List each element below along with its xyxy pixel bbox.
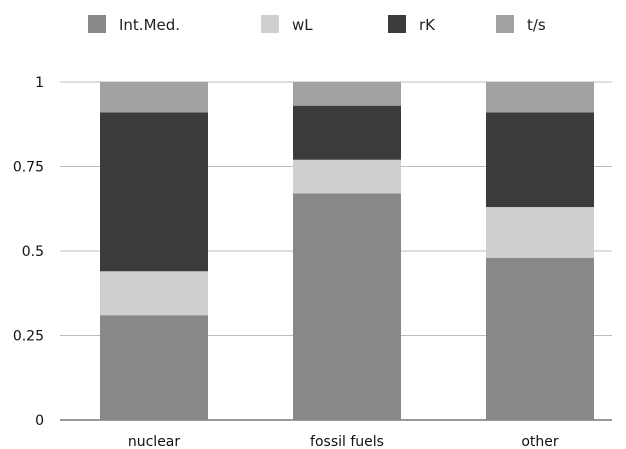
bar-segment-nuclear-wl [100,271,208,316]
legend-label-wl: wL [292,16,313,34]
bar-segment-other-rk [486,112,594,208]
bar-segment-other-int-med [486,257,594,420]
legend: Int.Med. wL rK t/s [88,15,546,34]
bar-segment-nuclear-int-med [100,315,208,420]
bar-segment-fossil-fuels-wl [293,159,401,194]
y-tick-label-0-5: 0.5 [22,244,44,260]
legend-swatch-t-s [496,15,514,33]
y-tick-label-0-25: 0.25 [13,329,44,345]
bar-segment-fossil-fuels-t-s [293,82,401,106]
bar-segment-nuclear-t-s [100,82,208,113]
x-category-label-nuclear: nuclear [128,434,181,449]
bar-segment-other-wl [486,207,594,258]
bar-segment-other-t-s [486,82,594,113]
y-tick-label-0-75: 0.75 [13,160,44,176]
bar-segment-nuclear-rk [100,112,208,272]
legend-label-t-s: t/s [527,16,546,34]
legend-label-rk: rK [419,16,436,34]
x-category-label-fossil-fuels: fossil fuels [310,434,384,449]
y-tick-label-0: 0 [35,413,44,429]
legend-swatch-wl [261,15,279,33]
legend-swatch-int-med [88,15,106,33]
bar-segment-fossil-fuels-rk [293,105,401,160]
legend-label-int-med: Int.Med. [119,16,180,34]
x-axis-labels: nuclear fossil fuels other [128,434,559,449]
bar-segment-fossil-fuels-int-med [293,193,401,420]
y-axis-ticks: 0 0.25 0.5 0.75 1 [13,75,44,429]
legend-swatch-rk [388,15,406,33]
y-tick-label-1: 1 [35,75,44,91]
x-category-label-other: other [521,434,559,449]
bars [100,82,594,420]
